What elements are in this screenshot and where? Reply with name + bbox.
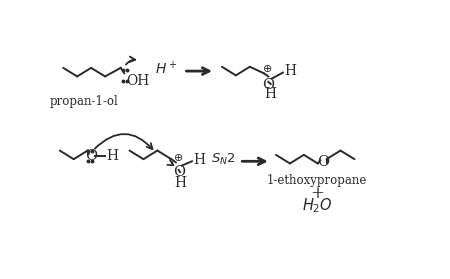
Text: H: H [174,176,186,190]
Text: propan-1-ol: propan-1-ol [50,95,118,108]
Text: H: H [194,153,205,167]
Text: 1-ethoxypropane: 1-ethoxypropane [267,174,367,187]
Text: O: O [85,148,97,162]
Text: O: O [317,155,329,169]
Text: $\oplus$: $\oplus$ [173,152,184,163]
Text: O: O [262,78,274,92]
Text: $H^+$: $H^+$ [155,60,177,78]
Text: OH: OH [126,74,149,88]
Text: $H_2O$: $H_2O$ [302,196,333,215]
Text: O: O [173,165,185,179]
Text: H: H [284,64,296,78]
Text: +: + [310,185,324,202]
Text: H: H [106,149,118,163]
Text: H: H [265,87,277,101]
Text: $\oplus$: $\oplus$ [262,63,272,74]
Text: $S_N2$: $S_N2$ [211,151,235,167]
